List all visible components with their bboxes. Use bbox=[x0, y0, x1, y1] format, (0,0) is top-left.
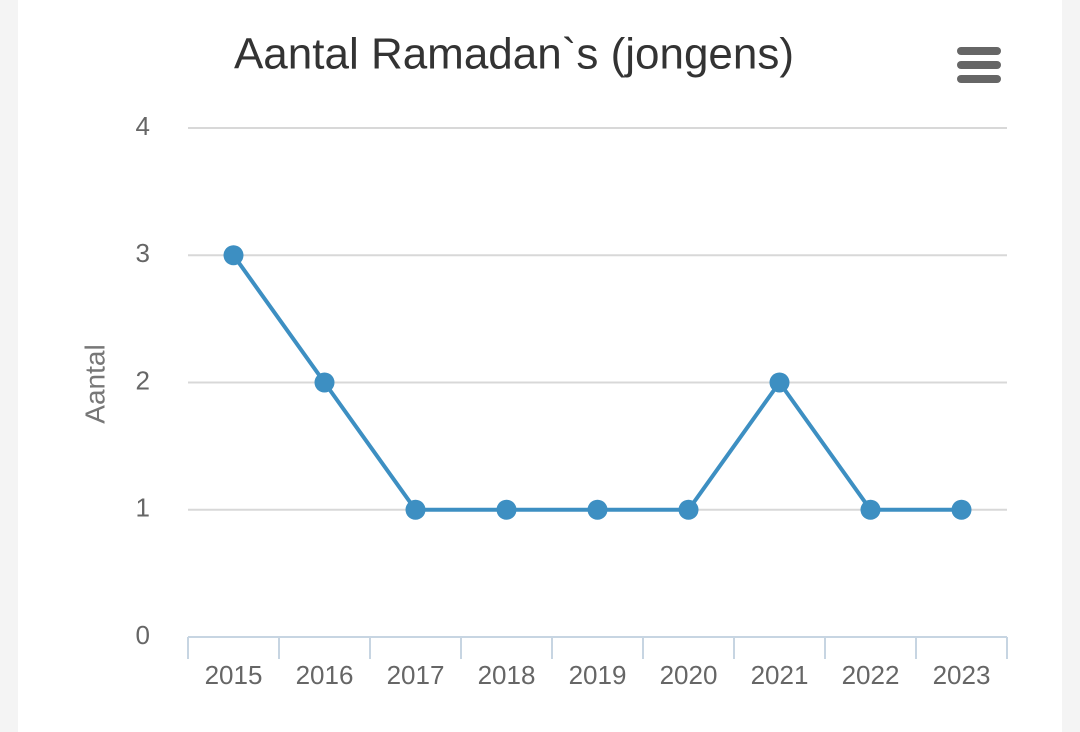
point bbox=[496, 499, 517, 520]
x-tick-label: 2023 bbox=[933, 660, 991, 690]
point bbox=[405, 499, 426, 520]
y-tick-label: 2 bbox=[136, 365, 150, 395]
y-axis-label: Aantal bbox=[79, 344, 110, 423]
point bbox=[587, 499, 608, 520]
menu-bar[interactable] bbox=[957, 61, 1001, 69]
chart-title: Aantal Ramadan`s (jongens) bbox=[234, 30, 794, 79]
x-tick-label: 2019 bbox=[569, 660, 627, 690]
y-tick-label: 0 bbox=[136, 620, 150, 650]
menu-bar[interactable] bbox=[957, 47, 1001, 55]
menu-bar[interactable] bbox=[957, 75, 1001, 83]
x-tick-label: 2020 bbox=[660, 660, 718, 690]
x-tick-label: 2016 bbox=[296, 660, 354, 690]
y-tick-label: 4 bbox=[136, 111, 150, 141]
point bbox=[314, 372, 335, 393]
point bbox=[769, 372, 790, 393]
x-tick-label: 2021 bbox=[751, 660, 809, 690]
point bbox=[223, 245, 244, 266]
point bbox=[951, 499, 972, 520]
x-tick-label: 2017 bbox=[387, 660, 445, 690]
chart-panel bbox=[18, 0, 1062, 732]
y-tick-label: 3 bbox=[136, 238, 150, 268]
x-tick-label: 2018 bbox=[478, 660, 536, 690]
point bbox=[860, 499, 881, 520]
x-tick-label: 2015 bbox=[205, 660, 263, 690]
point bbox=[678, 499, 699, 520]
menu-button[interactable] bbox=[957, 47, 1001, 83]
x-tick-label: 2022 bbox=[842, 660, 900, 690]
y-tick-label: 1 bbox=[136, 493, 150, 523]
